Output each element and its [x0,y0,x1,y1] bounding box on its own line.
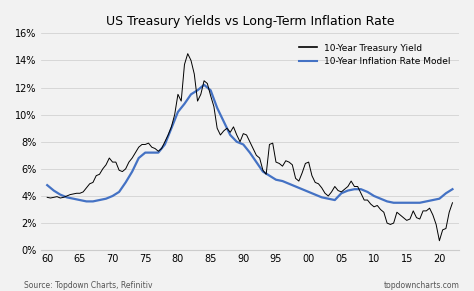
Text: Source: Topdown Charts, Refinitiv: Source: Topdown Charts, Refinitiv [24,281,152,290]
Legend: 10-Year Treasury Yield, 10-Year Inflation Rate Model: 10-Year Treasury Yield, 10-Year Inflatio… [295,40,455,70]
Title: US Treasury Yields vs Long-Term Inflation Rate: US Treasury Yields vs Long-Term Inflatio… [106,15,394,28]
Text: topdowncharts.com: topdowncharts.com [384,281,460,290]
